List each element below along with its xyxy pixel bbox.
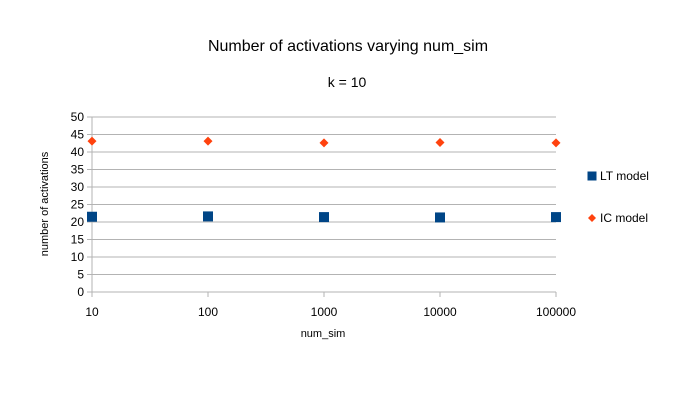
gridlines bbox=[92, 116, 556, 275]
y-tick-label: 35 bbox=[71, 163, 85, 177]
lt-model-point bbox=[203, 211, 213, 222]
legend-marker-ic-model bbox=[588, 214, 596, 222]
x-tick-label: 100000 bbox=[536, 305, 576, 319]
y-tick-label: 10 bbox=[71, 250, 85, 264]
x-tick-label: 10000 bbox=[423, 305, 457, 319]
y-tick-label: 20 bbox=[71, 215, 85, 229]
x-tick-label: 1000 bbox=[311, 305, 338, 319]
y-tick-label: 15 bbox=[71, 233, 85, 247]
lt-model-point bbox=[551, 212, 561, 223]
y-tick-label: 0 bbox=[77, 285, 84, 299]
ic-model-point bbox=[319, 138, 329, 148]
y-tick-label: 50 bbox=[71, 110, 85, 124]
legend-label-lt-model: LT model bbox=[600, 169, 649, 183]
data-points bbox=[87, 136, 561, 223]
lt-model-point bbox=[319, 212, 329, 223]
legend-label-ic-model: IC model bbox=[600, 211, 648, 225]
legend: LT model IC model bbox=[587, 169, 649, 225]
tick-labels: 0 5 10 15 20 25 30 35 40 45 50 10 100 1000 10000 100000 bbox=[71, 110, 577, 319]
chart-subtitle: k = 10 bbox=[328, 74, 367, 90]
y-tick-label: 45 bbox=[71, 128, 85, 142]
axes bbox=[87, 116, 557, 297]
lt-model-point bbox=[435, 212, 445, 223]
y-axis-label: number of activations bbox=[39, 151, 51, 256]
y-tick-label: 5 bbox=[77, 268, 84, 282]
chart-title: Number of activations varying num_sim bbox=[208, 38, 488, 55]
ic-model-point bbox=[203, 136, 213, 146]
legend-marker-lt-model bbox=[587, 171, 597, 181]
lt-model-point bbox=[87, 211, 97, 222]
ic-model-point bbox=[551, 138, 561, 148]
x-tick-label: 10 bbox=[85, 305, 99, 319]
y-tick-label: 30 bbox=[71, 180, 85, 194]
y-tick-label: 25 bbox=[71, 198, 85, 212]
x-axis-label: num_sim bbox=[301, 328, 346, 340]
ic-model-point bbox=[435, 138, 445, 148]
x-tick-label: 100 bbox=[198, 305, 218, 319]
y-tick-label: 40 bbox=[71, 145, 85, 159]
ic-model-point bbox=[87, 136, 97, 146]
